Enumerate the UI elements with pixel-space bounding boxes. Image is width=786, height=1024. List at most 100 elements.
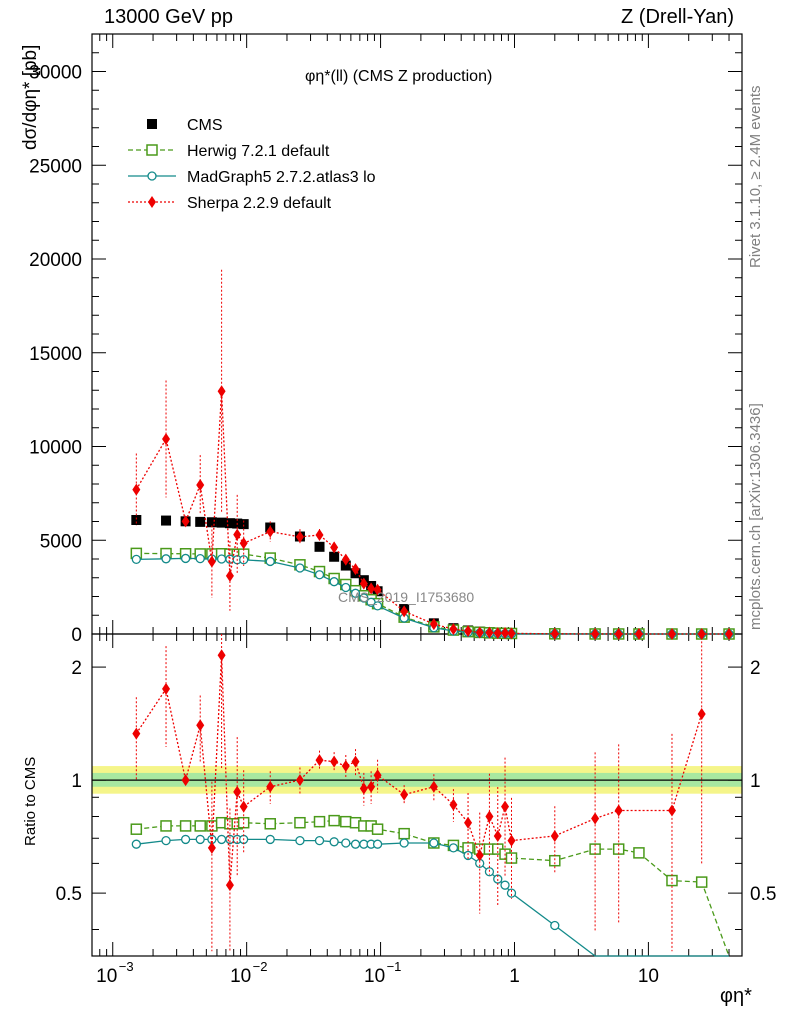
ratio-marker	[266, 780, 275, 793]
ratio-marker	[216, 834, 227, 845]
ratio-panel-frame	[91, 633, 743, 957]
ratio-marker	[132, 727, 141, 740]
legend-marker	[147, 119, 157, 129]
top-marker	[591, 627, 600, 640]
ratio-marker	[429, 780, 438, 793]
top-marker	[295, 563, 305, 573]
ratio-marker	[697, 707, 706, 720]
ratio-marker	[449, 798, 458, 811]
top-marker	[224, 518, 235, 529]
ratio-marker	[239, 800, 248, 813]
top-marker	[359, 577, 368, 590]
top-marker	[265, 556, 275, 567]
top-marker	[238, 519, 249, 530]
mcplots-label: mcplots.cern.ch [arXiv:1306.3436]	[747, 403, 764, 630]
ratio-marker	[313, 815, 326, 828]
top-marker	[350, 588, 361, 598]
ratio-marker	[130, 823, 143, 835]
ratio-marker	[181, 774, 190, 787]
ratio-marker	[161, 835, 171, 846]
ratio-y-tick-label: 2	[71, 658, 82, 679]
top-marker	[314, 570, 325, 580]
ratio-marker	[341, 760, 350, 773]
top-marker	[341, 553, 350, 566]
watermark: CMS_2019_I1753680	[338, 589, 475, 605]
ratio-marker	[506, 888, 517, 898]
top-marker	[239, 555, 249, 565]
top-marker	[207, 555, 216, 568]
top-marker	[315, 529, 324, 541]
legend-entry: Sherpa 2.2.9 default	[128, 195, 332, 212]
top-marker	[475, 626, 484, 639]
top-marker	[295, 530, 304, 543]
ratio-marker	[329, 837, 339, 847]
top-marker	[351, 563, 360, 576]
legend-marker	[148, 196, 156, 208]
x-tick-label: 10	[230, 966, 251, 987]
ratio-marker	[195, 834, 205, 845]
ratio-marker	[233, 785, 242, 798]
y-axis-label-top: dσ/dφη* [pb]	[20, 44, 41, 150]
legend-entry: Herwig 7.2.1 default	[128, 143, 330, 160]
top-marker	[314, 541, 325, 552]
top-marker	[162, 433, 171, 445]
ratio-y-tick-label: 1	[71, 771, 82, 792]
ratio-marker	[295, 774, 304, 787]
top-marker	[359, 593, 369, 603]
y-axis-label-ratio: Ratio to CMS	[22, 756, 39, 846]
x-tick-label: 10	[364, 966, 385, 987]
top-marker	[485, 626, 494, 639]
top-marker	[697, 627, 706, 640]
top-marker	[372, 601, 383, 611]
y-tick-label: 20000	[29, 250, 82, 271]
x-tick-label-exponent: −2	[253, 959, 268, 974]
ratio-series-2	[132, 634, 706, 952]
ratio-marker	[550, 829, 559, 842]
ratio-marker	[373, 769, 382, 782]
ratio-marker	[225, 879, 234, 892]
ratio-marker	[162, 682, 171, 695]
x-tick-label: 1	[509, 966, 520, 987]
y-tick-label: 5000	[40, 531, 82, 552]
ratio-marker	[314, 835, 325, 846]
y-tick-label: 15000	[29, 344, 82, 365]
top-marker	[329, 551, 340, 562]
top-marker	[131, 554, 141, 565]
ratio-marker	[695, 876, 708, 888]
ratio-marker	[666, 874, 678, 887]
top-series-3	[132, 269, 734, 640]
ratio-y-tick-label-right: 2	[750, 658, 761, 679]
ratio-marker	[265, 834, 275, 845]
ratio-marker	[196, 719, 205, 732]
ratio-marker	[485, 810, 494, 823]
ratio-y-tick-label-right: 0.5	[750, 884, 776, 905]
ratio-marker	[160, 820, 172, 832]
ratio-y-tick-label-right: 1	[750, 771, 761, 792]
ratio-marker	[501, 800, 510, 813]
chart-title: φη*(ll) (CMS Z production)	[305, 68, 493, 85]
legend-label: CMS	[187, 117, 223, 134]
legend-entry: CMS	[147, 117, 223, 134]
ratio-marker	[131, 839, 141, 849]
top-marker	[614, 627, 623, 640]
top-marker	[195, 553, 205, 564]
ratio-marker	[217, 649, 226, 662]
top-marker	[367, 582, 376, 595]
ratio-reference-band	[92, 766, 742, 794]
ratio-marker	[399, 838, 409, 848]
ratio-y-tick-label: 0.5	[56, 884, 82, 905]
ratio-marker	[484, 867, 495, 877]
top-marker	[493, 627, 502, 640]
x-tick-label: 10	[638, 966, 659, 987]
top-marker	[225, 569, 234, 582]
legend-marker	[146, 144, 158, 156]
y-tick-label: 10000	[29, 438, 82, 459]
top-marker	[341, 582, 351, 593]
top-marker	[206, 517, 217, 528]
top-marker	[507, 627, 516, 640]
top-marker	[216, 554, 227, 564]
top-marker	[181, 515, 190, 528]
top-marker	[195, 516, 206, 527]
ratio-marker	[591, 812, 600, 825]
ratio-marker	[464, 816, 473, 829]
